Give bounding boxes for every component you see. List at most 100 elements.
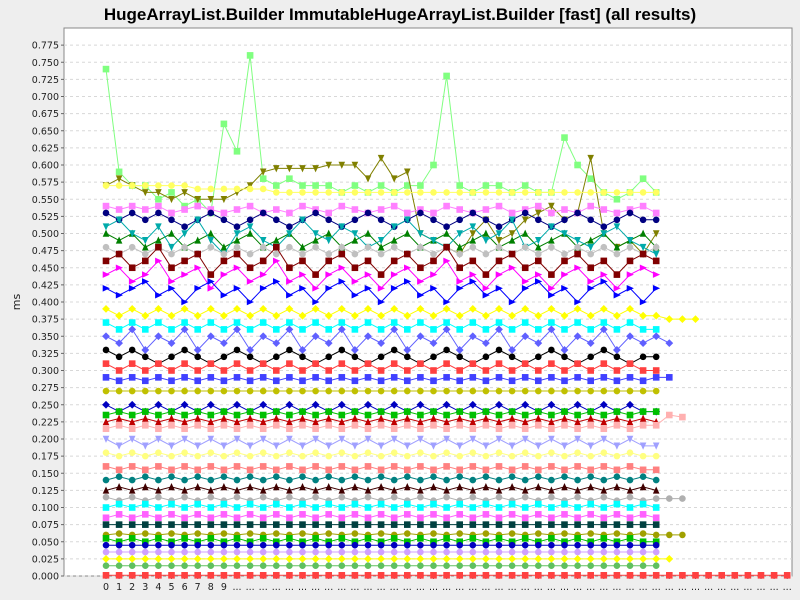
data-point <box>691 315 700 324</box>
data-point <box>613 353 621 361</box>
data-point <box>535 250 542 258</box>
data-point <box>600 541 608 549</box>
data-point <box>325 541 333 549</box>
data-point <box>338 535 346 542</box>
data-point <box>482 271 490 278</box>
data-point <box>417 411 424 419</box>
data-point <box>639 414 647 422</box>
data-point <box>181 411 188 419</box>
data-point <box>325 257 332 265</box>
x-tick-label: ... <box>442 582 451 593</box>
data-point <box>626 189 634 196</box>
data-point <box>207 271 215 278</box>
data-point <box>626 209 634 217</box>
data-point <box>482 414 490 422</box>
data-point <box>364 476 372 484</box>
data-point <box>508 230 516 238</box>
data-point <box>220 377 228 385</box>
data-point <box>600 572 608 579</box>
data-point <box>246 414 254 422</box>
data-point <box>246 548 254 556</box>
data-point <box>600 535 608 542</box>
data-point <box>639 326 647 333</box>
y-tick-label: 0.600 <box>32 161 59 172</box>
data-point <box>128 521 136 528</box>
data-point <box>181 360 188 367</box>
data-point <box>417 425 424 433</box>
data-point <box>325 367 332 374</box>
data-point <box>259 449 267 457</box>
data-point <box>561 452 568 460</box>
data-point <box>456 264 463 272</box>
data-point <box>508 236 516 244</box>
data-point <box>548 387 555 395</box>
data-point <box>482 554 490 563</box>
data-point <box>194 562 201 570</box>
data-point <box>128 411 136 419</box>
data-point <box>639 541 647 549</box>
data-point <box>573 332 582 341</box>
data-point <box>626 304 634 313</box>
data-point <box>220 250 228 258</box>
data-point <box>273 250 280 258</box>
data-point <box>613 452 621 460</box>
data-point <box>574 360 581 367</box>
data-point <box>613 285 621 292</box>
data-point <box>312 298 320 306</box>
data-point <box>259 521 267 528</box>
data-point <box>456 278 464 285</box>
series-line <box>105 308 696 320</box>
data-point <box>626 463 634 470</box>
series <box>102 449 660 460</box>
data-point <box>613 250 621 258</box>
data-point <box>626 387 634 395</box>
x-tick-label: ... <box>259 582 268 593</box>
series <box>102 500 660 511</box>
data-point <box>469 271 477 278</box>
data-point <box>417 463 424 470</box>
data-point <box>417 374 424 381</box>
data-point <box>443 521 450 528</box>
data-point <box>430 530 437 537</box>
data-point <box>128 230 136 238</box>
data-point <box>312 514 319 522</box>
data-point <box>548 562 555 570</box>
data-point <box>233 223 241 230</box>
data-point <box>430 473 437 480</box>
data-point <box>181 435 188 443</box>
data-point <box>207 535 215 542</box>
data-point <box>351 182 359 189</box>
data-point <box>613 473 621 480</box>
x-tick-label: ... <box>232 582 241 593</box>
data-point <box>495 400 503 409</box>
data-point <box>351 530 359 537</box>
data-point <box>115 250 123 258</box>
data-point <box>351 367 359 374</box>
data-point <box>430 538 437 546</box>
data-point <box>430 500 437 508</box>
data-point <box>364 572 372 579</box>
data-point <box>390 417 398 426</box>
data-point <box>482 452 490 460</box>
data-point <box>456 326 463 333</box>
data-point <box>220 243 228 251</box>
data-point <box>246 422 254 429</box>
data-point <box>548 486 555 494</box>
data-point <box>207 572 215 579</box>
data-point <box>456 408 463 415</box>
data-point <box>508 377 516 385</box>
data-point <box>168 408 175 415</box>
data-point <box>246 538 254 546</box>
data-point <box>338 476 346 484</box>
data-point <box>207 360 215 367</box>
data-point <box>207 521 215 528</box>
data-point <box>456 353 464 361</box>
data-point <box>181 449 188 457</box>
data-point <box>128 504 136 511</box>
data-point <box>259 374 267 381</box>
data-point <box>325 189 333 196</box>
data-point <box>377 466 385 474</box>
data-point <box>639 264 647 272</box>
data-point <box>155 535 162 542</box>
x-tick-label: 6 <box>182 582 188 593</box>
